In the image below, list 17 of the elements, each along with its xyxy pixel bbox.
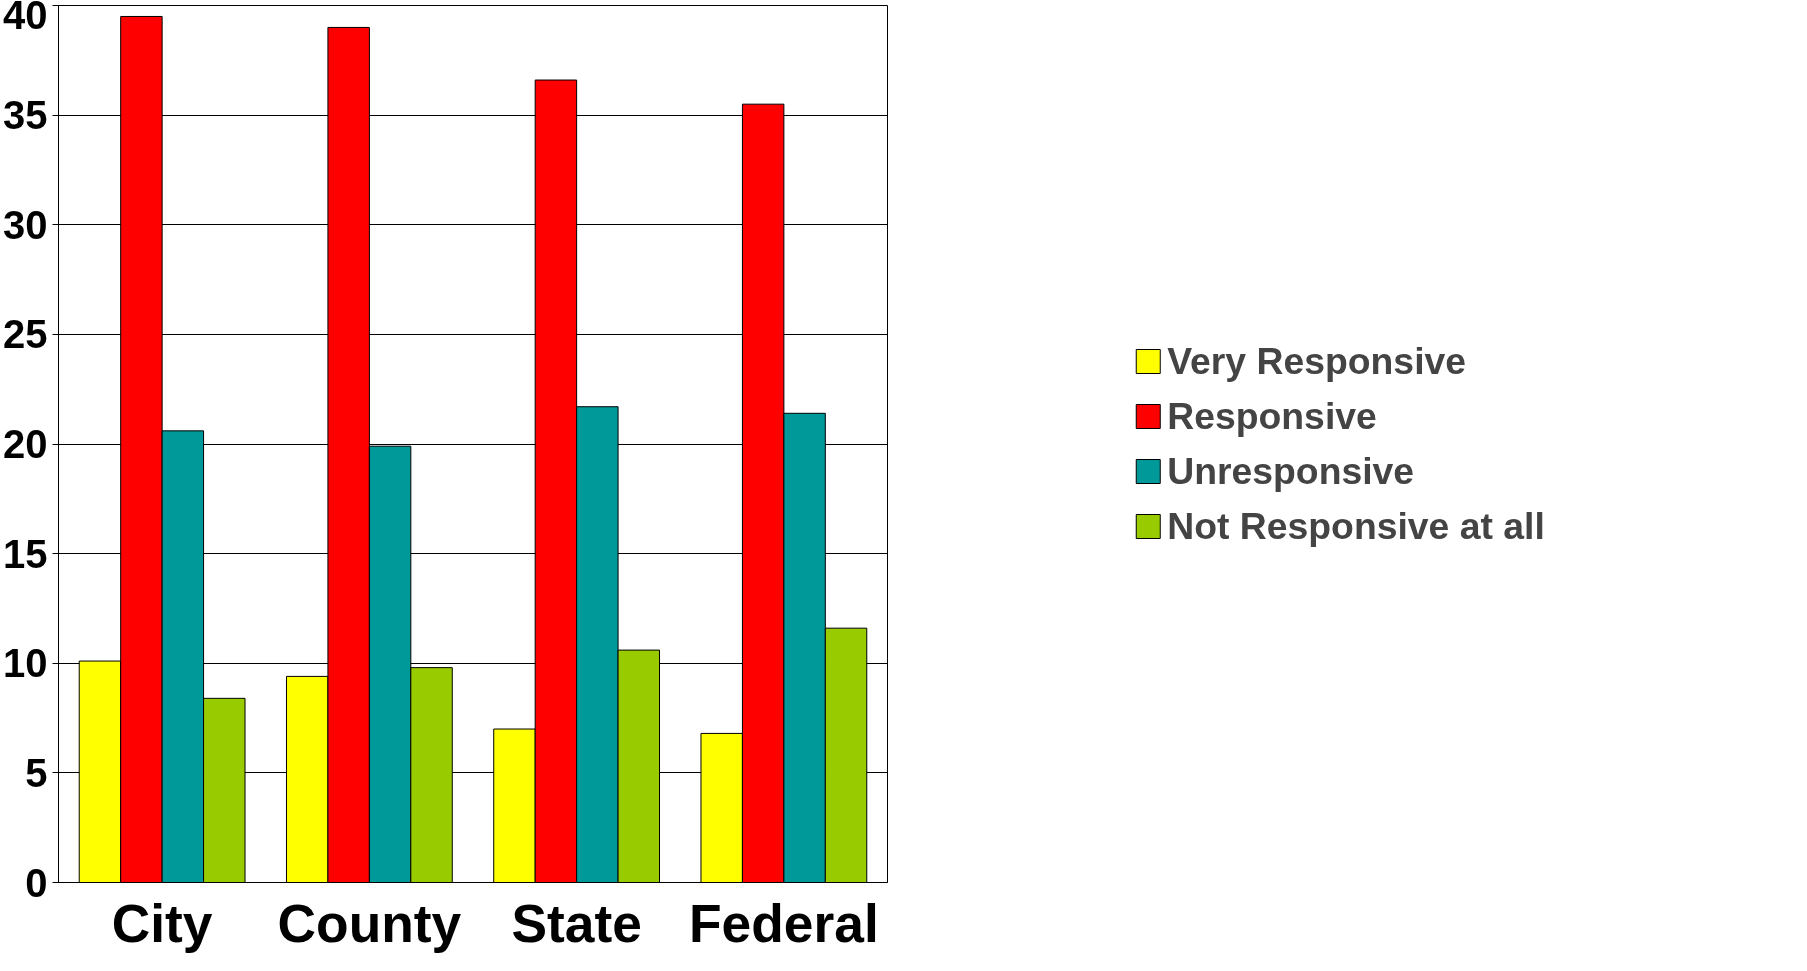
y-tick-label: 5 — [25, 750, 48, 795]
legend-label: Unresponsive — [1167, 449, 1415, 493]
y-tick-label: 30 — [3, 202, 48, 247]
y-tick-label: 20 — [3, 422, 48, 466]
legend-label: Responsive — [1167, 394, 1377, 438]
y-tick-label: 35 — [3, 93, 48, 138]
x-tick-label: City — [111, 893, 213, 953]
x-tick-label: Federal — [689, 893, 879, 953]
legend-label: Very Responsive — [1167, 339, 1467, 383]
y-tick-label: 0 — [25, 860, 48, 905]
x-tick-label: County — [277, 893, 462, 953]
y-tick-label: 25 — [3, 312, 48, 357]
x-tick-label: State — [511, 893, 642, 953]
y-tick-label: 10 — [3, 641, 48, 686]
y-tick-label: 15 — [3, 531, 48, 576]
y-tick-label: 40 — [3, 0, 48, 37]
legend-label: Not Responsive at all — [1167, 504, 1545, 548]
